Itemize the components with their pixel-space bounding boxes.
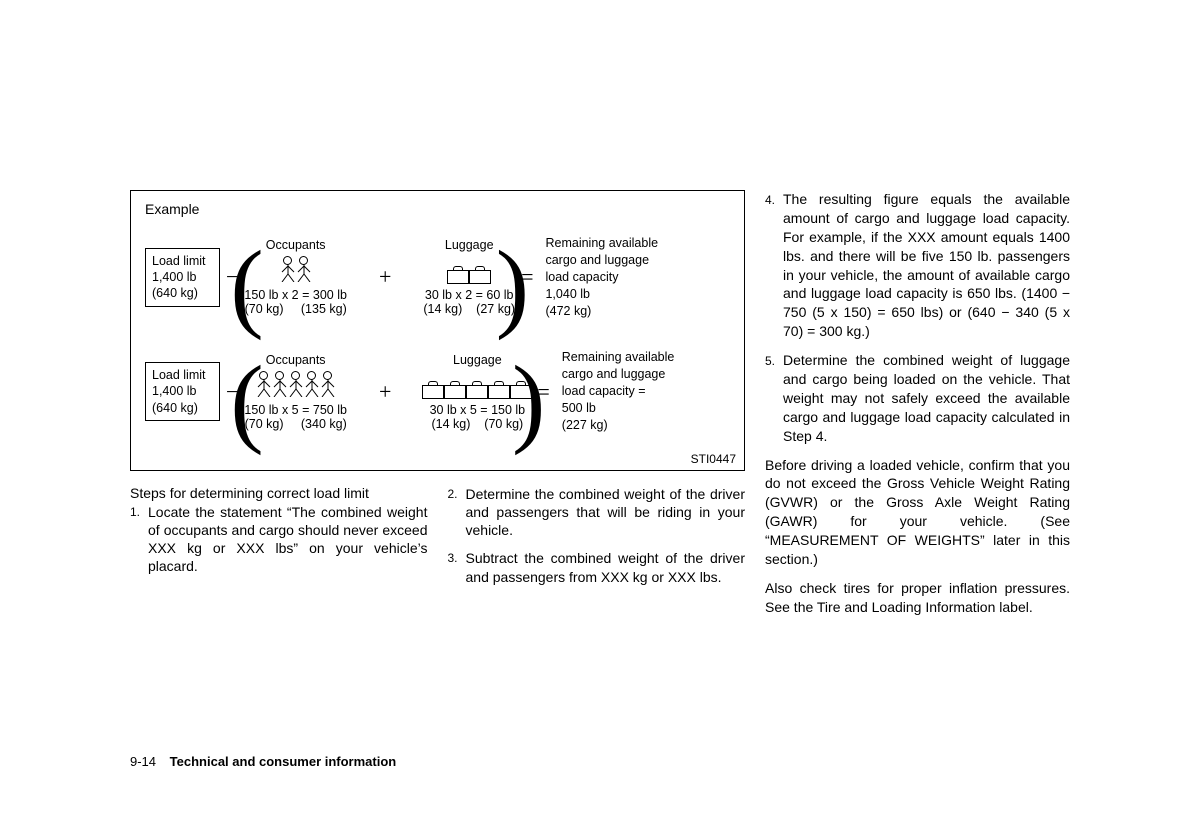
page-footer: 9-14 Technical and consumer information — [130, 754, 396, 769]
person-icon — [321, 371, 335, 399]
luggage-icon — [447, 266, 469, 284]
steps-area: Steps for determining correct load limit… — [130, 485, 745, 596]
result-text: Remaining available cargo and luggage lo… — [545, 235, 675, 319]
luggage-icon — [488, 381, 510, 399]
bracket-right-icon: ) — [496, 248, 529, 323]
luggage-icon — [422, 381, 444, 399]
person-icon — [281, 256, 295, 284]
load-limit-kg: (640 kg) — [152, 400, 213, 416]
equation-row: Load limit1,400 lb(640 kg)−(Occupants150… — [145, 235, 730, 319]
luggage-icon — [469, 266, 491, 284]
luggage-icon — [466, 381, 488, 399]
steps-list-left: 1.Locate the statement “The combined wei… — [130, 503, 428, 576]
step-1: 1.Locate the statement “The combined wei… — [130, 503, 428, 576]
equation-rows: Load limit1,400 lb(640 kg)−(Occupants150… — [145, 235, 730, 434]
step-5: 5.Determine the combined weight of lugga… — [765, 351, 1070, 445]
steps-right-column: 2.Determine the combined weight of the d… — [448, 485, 746, 596]
steps-list-continued: 4.The resulting figure equals the availa… — [765, 190, 1070, 446]
paragraph-tires: Also check tires for proper inflation pr… — [765, 579, 1070, 617]
steps-list-right: 2.Determine the combined weight of the d… — [448, 485, 746, 586]
step-3: 3.Subtract the combined weight of the dr… — [448, 549, 746, 585]
load-limit-lb: 1,400 lb — [152, 383, 213, 399]
person-icon — [297, 256, 311, 284]
steps-left-column: Steps for determining correct load limit… — [130, 485, 428, 596]
bracket-group: (Occupants150 lb x 2 = 300 lb(70 kg) (13… — [244, 238, 515, 316]
equation-row: Load limit1,400 lb(640 kg)−(Occupants150… — [145, 349, 730, 433]
steps-heading: Steps for determining correct load limit — [130, 485, 428, 501]
plus-sign: + — [379, 379, 391, 405]
person-icon — [289, 371, 303, 399]
step-4: 4.The resulting figure equals the availa… — [765, 190, 1070, 341]
load-limit-lb: 1,400 lb — [152, 269, 213, 285]
result-text: Remaining available cargo and luggage lo… — [562, 349, 692, 433]
luggage-icon — [444, 381, 466, 399]
section-title: Technical and consumer information — [170, 754, 397, 769]
load-limit-kg: (640 kg) — [152, 285, 213, 301]
load-limit-box: Load limit1,400 lb(640 kg) — [145, 362, 220, 421]
bracket-group: (Occupants150 lb x 5 = 750 lb(70 kg) (34… — [244, 353, 531, 431]
bracket-left-icon: ( — [230, 248, 263, 323]
paragraph-gvwr: Before driving a loaded vehicle, confirm… — [765, 456, 1070, 569]
plus-sign: + — [379, 264, 391, 290]
step-2: 2.Determine the combined weight of the d… — [448, 485, 746, 540]
example-box: Example Load limit1,400 lb(640 kg)−(Occu… — [130, 190, 745, 471]
bracket-left-icon: ( — [230, 363, 263, 438]
load-limit-box: Load limit1,400 lb(640 kg) — [145, 248, 220, 307]
figure-code: STI0447 — [691, 452, 736, 466]
person-icon — [305, 371, 319, 399]
person-icon — [273, 371, 287, 399]
right-column: 4.The resulting figure equals the availa… — [765, 190, 1070, 627]
left-column: Example Load limit1,400 lb(640 kg)−(Occu… — [130, 190, 745, 627]
page-content: Example Load limit1,400 lb(640 kg)−(Occu… — [130, 190, 1070, 627]
bracket-right-icon: ) — [512, 363, 545, 438]
load-limit-label: Load limit — [152, 367, 213, 383]
example-label: Example — [145, 201, 730, 217]
load-limit-label: Load limit — [152, 253, 213, 269]
page-number: 9-14 — [130, 754, 156, 769]
